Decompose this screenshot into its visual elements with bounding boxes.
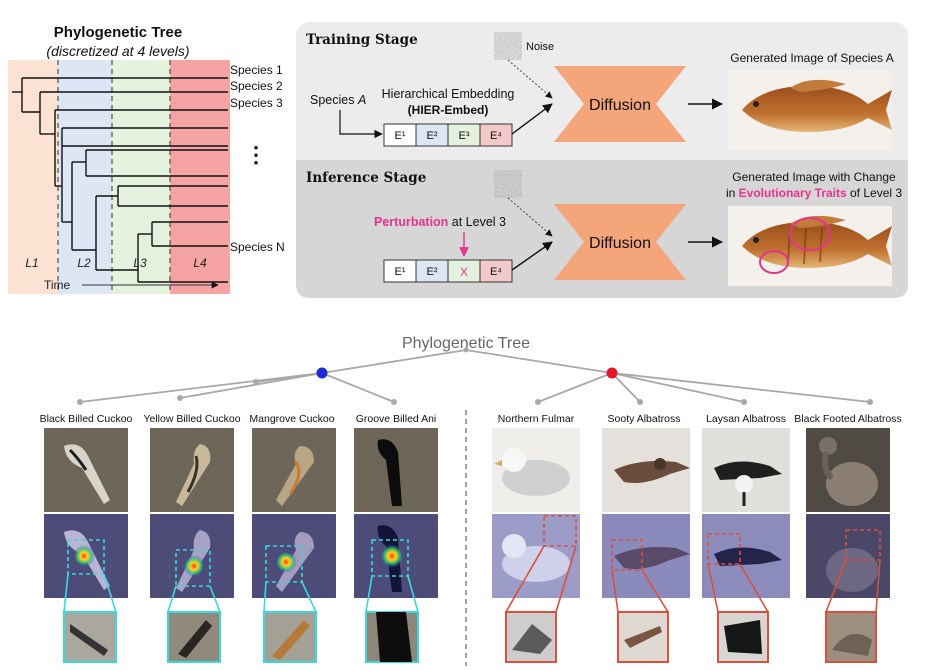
bird-tree-leaf-dots: [77, 348, 873, 406]
inference-output-pre: in: [726, 186, 739, 200]
bird-column-black-footed-albatross: [806, 428, 890, 662]
level-label-l4: L4: [193, 256, 207, 270]
perturbation-label: Perturbation at Level 3: [374, 215, 506, 229]
time-label: Time: [44, 278, 71, 292]
inf-embed-2-label: E²: [427, 266, 438, 278]
inference-stage-label: Inference Stage: [306, 170, 426, 186]
perturbation-word: Perturbation: [374, 215, 448, 229]
inference-output-line2: in Evolutionary Traits of Level 3: [726, 186, 902, 200]
embed-name: (HIER-Embed): [408, 103, 489, 117]
inference-embedding-row: E¹ E² X E⁴: [384, 260, 512, 282]
inference-output-post: of Level 3: [847, 186, 903, 200]
bird-label-laysan-albatross: Laysan Albatross: [706, 413, 786, 425]
level-label-l1: L1: [25, 256, 38, 270]
bird-column-mangrove-cuckoo: [252, 428, 336, 662]
tree-subtitle: (discretized at 4 levels): [46, 43, 189, 59]
inf-embed-4-label: E⁴: [490, 266, 502, 278]
species-3-label: Species 3: [230, 96, 283, 110]
bird-label-black-footed-albatross: Black Footed Albatross: [794, 413, 901, 425]
species-a-letter: A: [357, 93, 366, 107]
bird-label-yellow-billed-cuckoo: Yellow Billed Cuckoo: [143, 413, 240, 425]
train-embed-4-label: E⁴: [490, 130, 502, 142]
tree-panel: Phylogenetic Tree (discretized at 4 leve…: [8, 24, 285, 294]
bird-column-yellow-billed-cuckoo: [150, 428, 234, 662]
noise-label: Noise: [526, 41, 554, 53]
level-label-l3: L3: [133, 256, 147, 270]
noise-square-training: [494, 32, 522, 60]
bird-label-sooty-albatross: Sooty Albatross: [608, 413, 681, 425]
perturbation-rest: at Level 3: [448, 215, 506, 229]
species-a-label: Species A: [310, 93, 366, 107]
pipeline-panel: Training Stage Noise Species A Hierarchi…: [296, 22, 908, 298]
training-output-label: Generated Image of Species A: [730, 51, 893, 65]
bird-column-sooty-albatross: [602, 428, 690, 662]
species-n-label: Species N: [230, 240, 285, 254]
species-1-label: Species 1: [230, 63, 283, 77]
training-diffusion-label: Diffusion: [589, 97, 651, 114]
inf-embed-1-label: E¹: [395, 266, 406, 278]
inference-output-line1: Generated Image with Change: [732, 170, 896, 184]
bird-column-laysan-albatross: [702, 428, 790, 662]
species-2-label: Species 2: [230, 79, 283, 93]
bird-label-mangrove-cuckoo: Mangrove Cuckoo: [249, 413, 334, 425]
cuckoo-clade-node: [317, 368, 328, 379]
inference-fish-image: [728, 206, 892, 286]
inference-diffusion-label: Diffusion: [589, 235, 651, 252]
bird-column-northern-fulmar: [492, 428, 580, 662]
tree-title: Phylogenetic Tree: [54, 24, 182, 41]
embed-title: Hierarchical Embedding: [382, 87, 515, 101]
level-label-l2: L2: [77, 256, 91, 270]
bird-phylogeny: Phylogenetic Tree Black Billed Cu: [40, 335, 902, 666]
bird-label-black-billed-cuckoo: Black Billed Cuckoo: [40, 413, 133, 425]
train-embed-3-label: E³: [459, 130, 470, 142]
training-stage-label: Training Stage: [306, 32, 418, 48]
species-a-prefix: Species: [310, 93, 354, 107]
train-embed-1-label: E¹: [395, 130, 406, 142]
bird-column-black-billed-cuckoo: [44, 428, 128, 662]
bird-label-groove-billed-ani: Groove Billed Ani: [356, 413, 437, 425]
albatross-clade-node: [607, 368, 618, 379]
bird-label-northern-fulmar: Northern Fulmar: [498, 413, 575, 425]
inference-output-highlight: Evolutionary Traits: [739, 186, 847, 200]
training-fish-image: [728, 70, 892, 150]
noise-square-inference: [494, 170, 522, 198]
species-ellipsis: ⋮: [245, 142, 267, 167]
inf-embed-3-label: X: [460, 265, 468, 279]
bird-tree-edges: [80, 350, 870, 402]
train-embed-2-label: E²: [427, 130, 438, 142]
bird-column-groove-billed-ani: [354, 428, 438, 662]
training-embedding-row: E¹ E² E³ E⁴: [384, 124, 512, 146]
